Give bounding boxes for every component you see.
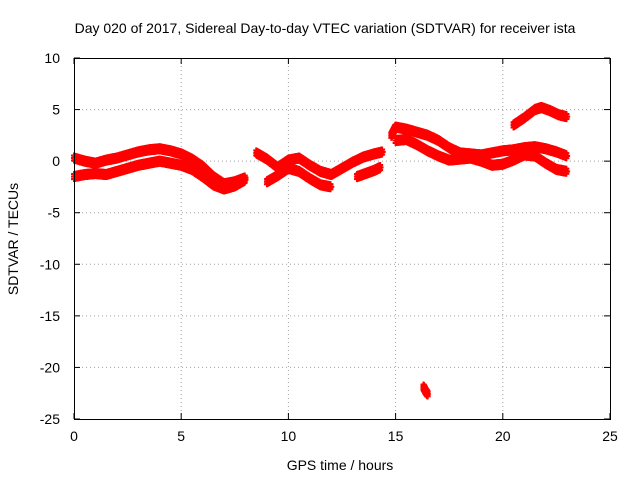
x-tick-label: 20 xyxy=(495,428,511,444)
x-axis-label: GPS time / hours xyxy=(287,457,394,473)
data-point xyxy=(564,168,571,175)
y-axis-label: SDTVAR / TECUs xyxy=(5,183,21,295)
x-tick-label: 10 xyxy=(281,428,297,444)
data-point xyxy=(328,183,335,190)
y-tick-label: 10 xyxy=(44,50,60,66)
grid xyxy=(74,58,610,419)
series-band-4 xyxy=(263,162,335,193)
y-tick-label: -20 xyxy=(40,359,60,375)
y-tick-label: -5 xyxy=(48,205,61,221)
data-point xyxy=(564,152,571,159)
data-point xyxy=(379,148,386,155)
series-band-2 xyxy=(71,155,249,195)
y-tick-label: -15 xyxy=(40,308,60,324)
y-tick-label: 0 xyxy=(52,153,60,169)
data-point xyxy=(564,113,571,120)
y-tick-label: -10 xyxy=(40,256,60,272)
series-band-7 xyxy=(392,133,571,177)
x-tick-label: 15 xyxy=(388,428,404,444)
data-point xyxy=(377,164,384,171)
data-points xyxy=(71,102,571,400)
x-tick-label: 25 xyxy=(602,428,618,444)
x-tick-label: 0 xyxy=(70,428,78,444)
x-tick-label: 5 xyxy=(177,428,185,444)
y-tick-label: 5 xyxy=(52,102,60,118)
series-outlier xyxy=(420,381,431,400)
data-point xyxy=(424,391,431,398)
plot-frame xyxy=(74,58,611,420)
data-point xyxy=(242,176,249,183)
y-tick-label: -25 xyxy=(40,411,60,427)
series-band-5 xyxy=(354,162,384,183)
chart-title: Day 020 of 2017, Sidereal Day-to-day VTE… xyxy=(75,20,576,36)
series-band-8 xyxy=(510,102,571,131)
